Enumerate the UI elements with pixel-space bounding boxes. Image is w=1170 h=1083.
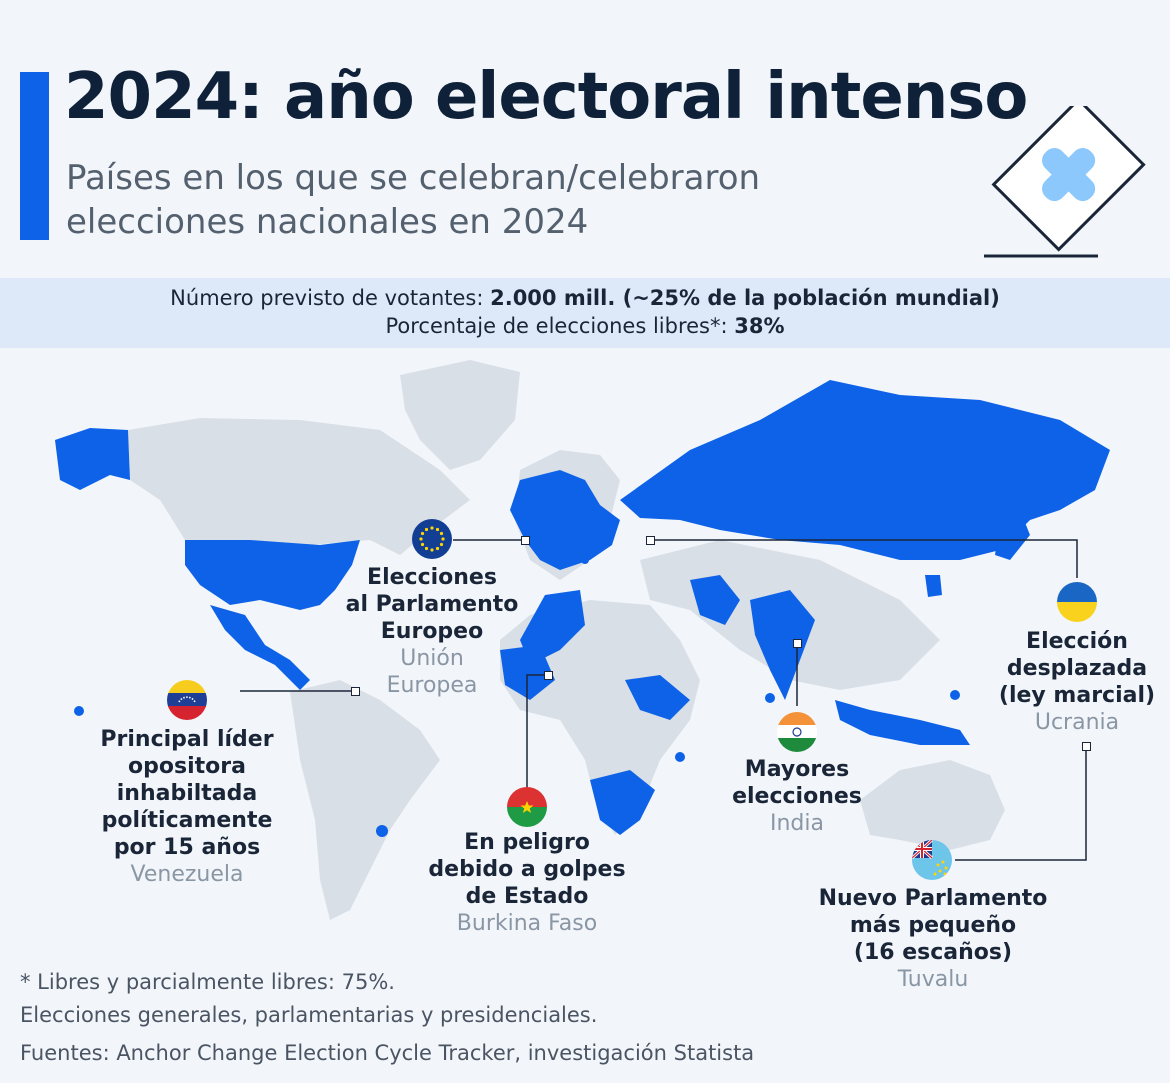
page-title: 2024: año electoral intenso — [64, 60, 1028, 134]
south-korea-shape — [925, 575, 942, 597]
south-america-shape — [290, 680, 440, 920]
statistics-band: Número previsto de votantes: 2.000 mill.… — [0, 278, 1170, 348]
eu-callout-line: Europeo — [380, 619, 484, 644]
southern-africa-shape — [590, 770, 655, 835]
india-flag-icon — [777, 712, 817, 752]
venezuela-flag-icon — [167, 680, 207, 720]
middle-east-shape — [690, 575, 740, 625]
ukraine-marker — [646, 536, 655, 545]
burkina-callout: En peligro debido a golpes de Estado Bur… — [417, 829, 637, 937]
page-subtitle: Países en los que se celebran/celebraron… — [66, 156, 866, 244]
australia-shape — [860, 760, 1005, 850]
venezuela-callout-line: inhabiltada — [116, 781, 258, 806]
mexico-central-america-shape — [210, 605, 310, 690]
united-states-shape — [185, 540, 360, 610]
voters-stat: Número previsto de votantes: 2.000 mill.… — [0, 284, 1170, 312]
eu-marker — [521, 536, 530, 545]
eu-callout-place: Europea — [386, 673, 478, 698]
east-africa-shape — [625, 675, 690, 720]
small-island-dot — [581, 556, 589, 564]
india-callout-line: Mayores — [744, 757, 850, 782]
burkina-callout-line: En peligro — [464, 830, 590, 855]
subtitle-line-1: Países en los que se celebran/celebraron — [66, 158, 761, 198]
burkina-callout-line: debido a golpes — [428, 857, 626, 882]
indonesia-shape — [835, 700, 970, 745]
tuvalu-callout-line: Nuevo Parlamento — [818, 886, 1048, 911]
ukraine-flag-icon — [1057, 582, 1097, 622]
ukraine-callout-line: Elección — [1026, 629, 1128, 654]
tuvalu-leader-line — [955, 746, 1087, 861]
ballot-box-icon — [984, 106, 1146, 258]
africa-shape — [500, 600, 700, 835]
tuvalu-flag-icon — [912, 840, 952, 880]
venezuela-callout-place: Venezuela — [130, 862, 244, 887]
voters-value: 2.000 mill. (~25% de la población mundia… — [490, 286, 1000, 310]
tuvalu-marker — [1082, 742, 1091, 751]
footnote-election-types: Elecciones generales, parlamentarias y p… — [20, 1003, 598, 1027]
ukraine-leader-line — [650, 539, 1078, 578]
burkina-callout-line: de Estado — [465, 884, 589, 909]
greenland-shape — [400, 360, 520, 470]
canada-shape — [128, 418, 470, 555]
small-island-dot — [675, 752, 685, 762]
europe-union-shape — [510, 470, 620, 570]
india-callout-line: elecciones — [732, 784, 862, 809]
venezuela-callout-line: opositora — [128, 754, 246, 779]
free-elections-value: 38% — [734, 314, 785, 338]
sources-line: Fuentes: Anchor Change Election Cycle Tr… — [20, 1041, 755, 1065]
small-island-dot — [74, 706, 84, 716]
world-map — [55, 360, 1110, 920]
small-island-dot — [765, 693, 775, 703]
venezuela-callout-line: por 15 años — [113, 835, 261, 860]
venezuela-callout: Principal líder opositora inhabiltada po… — [82, 726, 292, 888]
venezuela-callout-line: políticamente — [101, 808, 273, 833]
burkina-leader-line — [526, 674, 548, 788]
voters-label: Número previsto de votantes: — [170, 286, 491, 310]
eu-flag-icon — [412, 519, 452, 559]
burkina-marker — [544, 671, 553, 680]
india-callout: Mayores elecciones India — [717, 756, 877, 837]
venezuela-callout-line: Principal líder — [100, 727, 274, 752]
ukraine-callout-place: Ucrania — [1034, 710, 1120, 735]
india-marker — [793, 639, 802, 648]
ukraine-callout-line: desplazada — [1006, 656, 1148, 681]
eu-callout: Elecciones al Parlamento Europeo Unión E… — [337, 564, 527, 699]
tuvalu-callout-line: más pequeño — [849, 913, 1017, 938]
west-africa-shape — [500, 645, 555, 700]
tuvalu-callout-place: Tuvalu — [897, 967, 969, 992]
eu-callout-line: Elecciones — [367, 565, 497, 590]
title-accent-bar — [20, 72, 49, 240]
eu-callout-line: al Parlamento — [345, 592, 519, 617]
ukraine-callout-line: (ley marcial) — [998, 683, 1156, 708]
russia-shape — [620, 380, 1110, 560]
burkina-callout-place: Burkina Faso — [456, 911, 598, 936]
free-elections-stat: Porcentaje de elecciones libres*: 38% — [0, 312, 1170, 340]
election-countries — [55, 380, 1110, 837]
india-shape — [750, 590, 815, 700]
subtitle-line-2: elecciones nacionales en 2024 — [66, 202, 589, 242]
ukraine-callout: Elección desplazada (ley marcial) Ucrani… — [992, 628, 1162, 736]
small-island-dot — [950, 690, 960, 700]
burkina-faso-flag-icon — [507, 787, 547, 827]
india-callout-place: India — [770, 811, 824, 836]
footnote-free-elections: * Libres y parcialmente libres: 75%. — [20, 970, 395, 994]
tuvalu-callout-line: (16 escaños) — [853, 940, 1013, 965]
eu-callout-place: Unión — [400, 646, 464, 671]
venezuela-marker — [351, 687, 360, 696]
tuvalu-callout: Nuevo Parlamento más pequeño (16 escaños… — [813, 885, 1053, 993]
small-island-dot — [376, 825, 388, 837]
japan-shape — [995, 510, 1030, 560]
alaska-shape — [55, 428, 130, 490]
free-elections-label: Porcentaje de elecciones libres*: — [385, 314, 735, 338]
leader-lines — [240, 539, 1087, 861]
